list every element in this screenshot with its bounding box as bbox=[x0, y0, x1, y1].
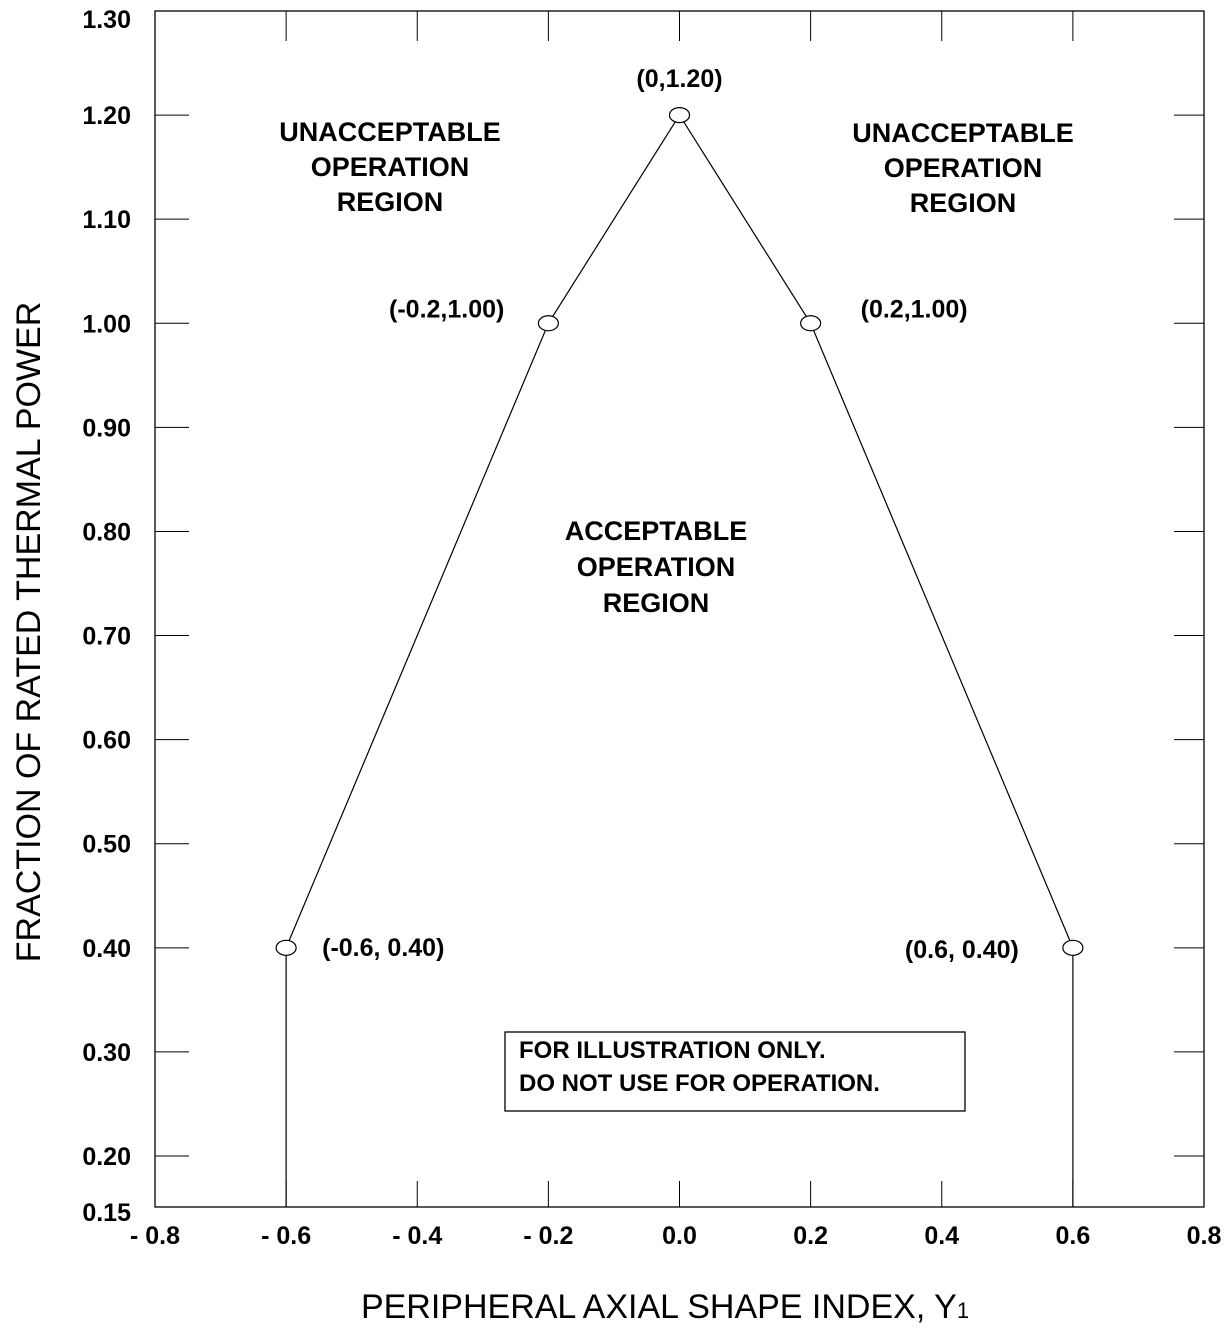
unacceptable-region-left-label: REGION bbox=[337, 187, 444, 217]
unacceptable-region-left-label: UNACCEPTABLE bbox=[279, 117, 501, 147]
x-tick-label: 0.4 bbox=[924, 1222, 959, 1250]
y-axis-title: FRACTION OF RATED THERMAL POWER bbox=[10, 302, 48, 963]
acceptable-region-label: OPERATION bbox=[577, 552, 736, 582]
y-tick-label: 0.40 bbox=[82, 935, 131, 963]
x-tick-label: 0.6 bbox=[1055, 1222, 1090, 1250]
y-tick-label: 0.60 bbox=[82, 727, 131, 755]
x-axis-title: PERIPHERAL AXIAL SHAPE INDEX, Y1 bbox=[361, 1288, 969, 1326]
breakpoint-marker bbox=[537, 315, 559, 332]
y-tick-label: 1.20 bbox=[82, 102, 131, 130]
y-tick-label: 0.70 bbox=[82, 623, 131, 651]
y-tick-label: 0.30 bbox=[82, 1039, 131, 1067]
acceptable-region-label: ACCEPTABLE bbox=[565, 516, 748, 546]
breakpoint-markers: (-0.6, 0.40) (-0.2,1.00) (0,1.20) (0.2,1.00… bbox=[275, 65, 1084, 964]
x-tick-label: - 0.6 bbox=[261, 1222, 311, 1250]
y-tick-label: 1.00 bbox=[82, 310, 131, 338]
breakpoint-label: (0.6, 0.40) bbox=[905, 936, 1019, 964]
y-tick-label: 0.90 bbox=[82, 414, 131, 442]
x-tick-label: 0.8 bbox=[1187, 1222, 1222, 1250]
unacceptable-region-right-label: OPERATION bbox=[884, 153, 1043, 183]
y-tick-label: 0.50 bbox=[82, 831, 131, 859]
breakpoint-marker bbox=[1062, 939, 1084, 956]
x-tick-label: - 0.2 bbox=[523, 1222, 573, 1250]
illustration-note-text: DO NOT USE FOR OPERATION. bbox=[519, 1070, 880, 1097]
y-tick-label: 0.80 bbox=[82, 518, 131, 546]
x-tick-label: - 0.4 bbox=[392, 1222, 442, 1250]
breakpoint-marker bbox=[668, 106, 691, 124]
x-tick-label: - 0.8 bbox=[130, 1222, 180, 1250]
annotations: UNACCEPTABLE OPERATION REGION UNACCEPTABLE O… bbox=[279, 117, 1074, 1097]
illustration-note-text: FOR ILLUSTRATION ONLY. bbox=[519, 1037, 826, 1064]
breakpoint-label: (-0.2,1.00) bbox=[389, 295, 504, 323]
y-tick-label: 0.15 bbox=[82, 1199, 131, 1227]
unacceptable-region-right-label: UNACCEPTABLE bbox=[852, 118, 1074, 148]
unacceptable-region-left-label: OPERATION bbox=[311, 152, 470, 182]
breakpoint-label: (0,1.20) bbox=[636, 65, 722, 93]
breakpoint-label: (0.2,1.00) bbox=[861, 295, 968, 323]
unacceptable-region-right-label: REGION bbox=[910, 188, 1017, 218]
y-tick-label: 1.30 bbox=[82, 6, 131, 34]
y-tick-label: 0.20 bbox=[82, 1143, 131, 1171]
breakpoint-marker bbox=[275, 939, 297, 956]
acceptable-region-label: REGION bbox=[603, 588, 710, 618]
x-axis-title-subscript: 1 bbox=[957, 1298, 969, 1323]
breakpoint-marker bbox=[800, 315, 822, 332]
x-tick-label: 0.0 bbox=[662, 1222, 697, 1250]
illustration-note-box bbox=[504, 1031, 966, 1112]
x-tick-label: 0.2 bbox=[793, 1222, 828, 1250]
breakpoint-label: (-0.6, 0.40) bbox=[322, 934, 444, 962]
y-tick-label: 1.10 bbox=[82, 206, 131, 234]
axis-tick-labels: - 0.8 - 0.6 - 0.4 - 0.2 0.0 0.2 0.4 0.6 0.8 0.15 0… bbox=[82, 6, 1221, 1250]
